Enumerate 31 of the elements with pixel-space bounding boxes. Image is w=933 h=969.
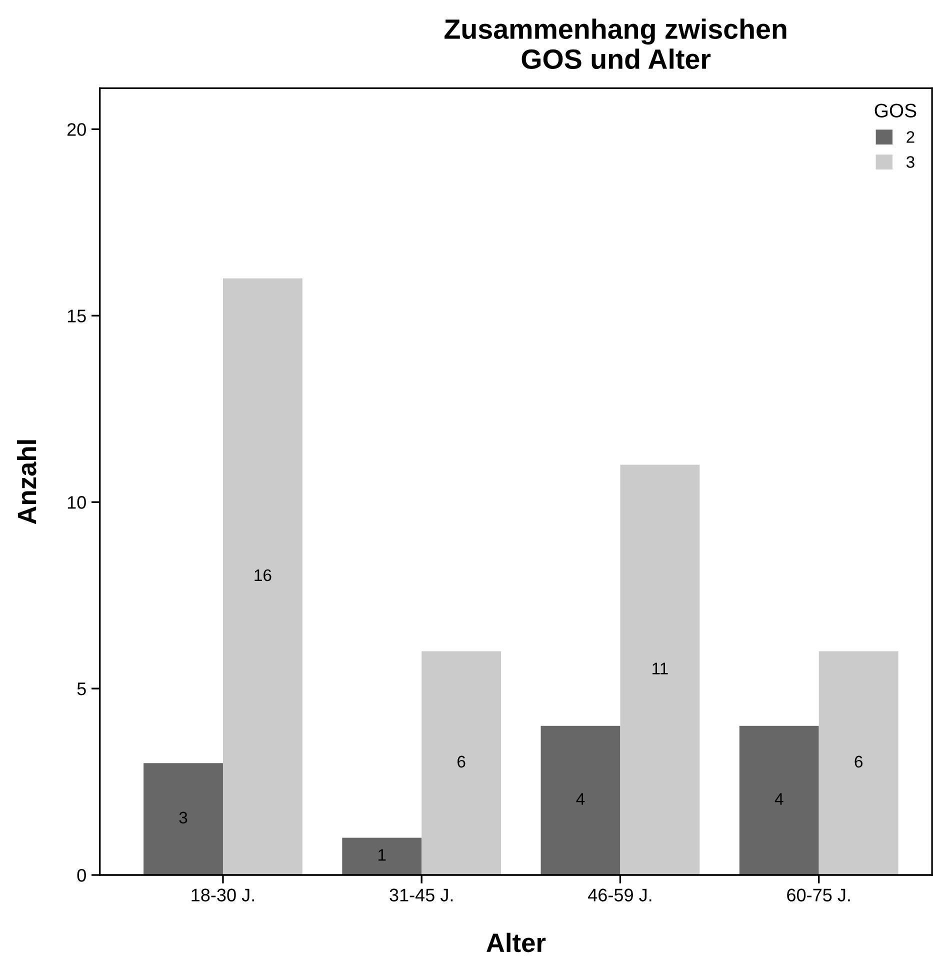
bar	[222, 278, 302, 876]
legend-label: 2	[906, 131, 914, 143]
y-tick-label: 15	[68, 310, 86, 322]
bar	[342, 838, 422, 876]
data-label: 6	[854, 756, 862, 768]
data-label: 4	[576, 793, 585, 805]
x-axis-title: Alter	[486, 932, 546, 952]
y-tick-label: 5	[77, 682, 86, 696]
data-label: 1	[378, 849, 386, 861]
x-tick-label: 31-45 J.	[390, 888, 453, 902]
data-label: 11	[652, 662, 668, 674]
x-tick-label: 60-75 J.	[787, 888, 850, 902]
chart-title: Zusammenhang zwischen GOS und Alter	[444, 18, 786, 70]
legend-label: 3	[906, 156, 914, 168]
bar	[739, 726, 819, 876]
legend-title: GOS	[874, 104, 916, 118]
y-tick-label: 0	[77, 868, 86, 882]
data-label: 3	[179, 812, 188, 824]
data-label: 16	[254, 569, 272, 582]
bar	[818, 651, 898, 876]
bar	[144, 763, 223, 876]
bar	[422, 651, 502, 876]
x-tick-label: 46-59 J.	[588, 888, 652, 902]
bar	[540, 726, 620, 876]
y-tick-label: 10	[68, 496, 86, 509]
y-axis-title: Anzahl	[16, 440, 36, 524]
y-tick-label: 20	[67, 123, 86, 136]
bar	[620, 464, 700, 876]
x-tick-label: 18-30 J.	[192, 888, 254, 902]
data-label: 6	[458, 756, 466, 768]
data-label: 4	[774, 793, 784, 805]
